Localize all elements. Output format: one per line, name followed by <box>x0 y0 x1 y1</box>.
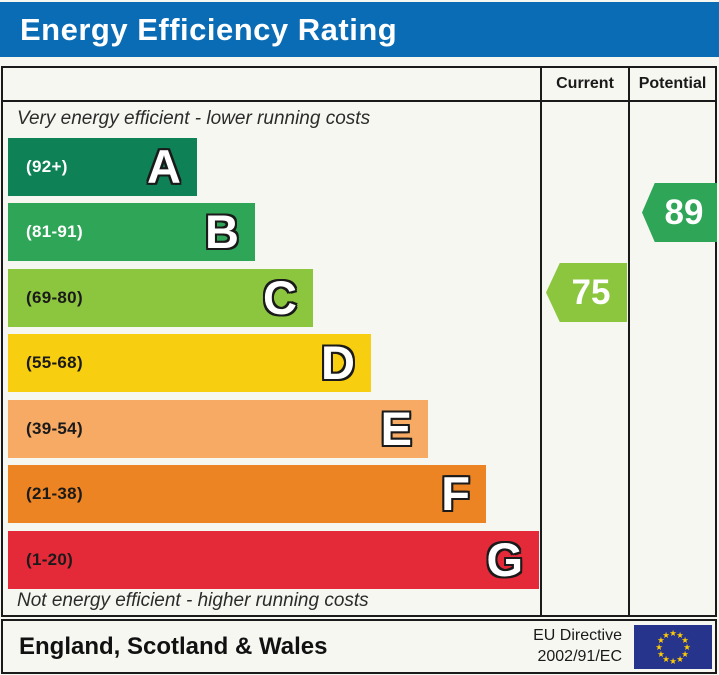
band-letter: A <box>147 139 181 193</box>
header-potential-label: Potential <box>628 68 715 100</box>
svg-text:★: ★ <box>681 636 689 646</box>
band-range-label: (1-20) <box>26 550 74 569</box>
svg-text:★: ★ <box>681 650 689 660</box>
svg-text:★: ★ <box>669 657 677 667</box>
band-range-label: (21-38) <box>26 484 83 503</box>
page-title: Energy Efficiency Rating <box>20 11 398 47</box>
potential-column: 89 <box>628 102 717 615</box>
svg-text:★: ★ <box>676 655 684 665</box>
current-column: 75 <box>540 102 628 615</box>
band-row-e: (39-54) E <box>8 400 428 458</box>
svg-text:★: ★ <box>676 630 684 640</box>
band-range-label: (92+) <box>26 157 68 176</box>
svg-text:★: ★ <box>683 643 691 653</box>
band-letter: G <box>486 532 523 586</box>
band-row-b: (81-91) B <box>8 203 255 261</box>
svg-text:★: ★ <box>662 630 670 640</box>
potential-marker: 89 <box>642 183 717 242</box>
band-range-label: (55-68) <box>26 353 83 372</box>
band-chart-area: Very energy efficient - lower running co… <box>3 102 540 615</box>
current-value: 75 <box>571 272 611 312</box>
band-range-label: (39-54) <box>26 419 83 438</box>
region-label: England, Scotland & Wales <box>19 632 328 660</box>
svg-text:★: ★ <box>655 643 663 653</box>
band-letter: E <box>380 401 412 455</box>
eu-flag-icon: ★ ★ ★★ ★★ ★★ ★★ ★★ <box>634 624 712 669</box>
eu-directive-label: EU Directive 2002/91/EC <box>533 626 634 668</box>
svg-text:★: ★ <box>657 650 665 660</box>
band-row-f: (21-38) F <box>8 465 486 523</box>
title-bar: Energy Efficiency Rating <box>0 2 719 57</box>
svg-text:★: ★ <box>662 655 670 665</box>
rating-table: Current Potential Very energy efficient … <box>1 66 717 617</box>
current-marker: 75 <box>546 263 627 322</box>
band-letter: C <box>263 270 297 324</box>
band-letter: F <box>441 466 470 520</box>
footer-bar: England, Scotland & Wales EU Directive 2… <box>1 619 717 674</box>
band-letter: D <box>321 335 355 389</box>
band-row-c: (69-80) C <box>8 269 313 327</box>
band-range-label: (69-80) <box>26 288 83 307</box>
band-row-a: (92+) A <box>8 138 197 196</box>
header-current-label: Current <box>540 68 628 100</box>
bottom-note: Not energy efficient - higher running co… <box>17 590 369 611</box>
potential-value: 89 <box>664 192 704 232</box>
band-row-g: (1-20) G <box>8 531 539 589</box>
band-row-d: (55-68) D <box>8 334 371 392</box>
svg-text:★: ★ <box>657 636 665 646</box>
table-header-row: Current Potential <box>3 68 715 102</box>
table-body: Very energy efficient - lower running co… <box>3 102 717 615</box>
svg-text:★: ★ <box>669 629 677 639</box>
band-letter: B <box>205 204 239 258</box>
top-note: Very energy efficient - lower running co… <box>17 108 371 129</box>
eu-directive-line2: 2002/91/EC <box>537 647 622 665</box>
band-range-label: (81-91) <box>26 222 83 241</box>
eu-directive-line1: EU Directive <box>533 626 622 644</box>
